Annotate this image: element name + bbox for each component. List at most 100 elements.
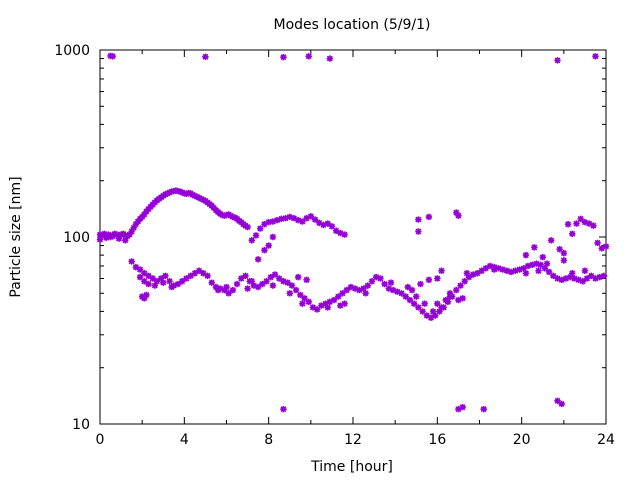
data-point xyxy=(381,280,388,288)
data-point xyxy=(265,218,272,226)
data-point xyxy=(356,286,363,294)
data-point xyxy=(442,296,449,304)
data-point xyxy=(214,286,222,294)
data-point xyxy=(109,53,116,60)
data-point xyxy=(337,302,344,309)
data-point xyxy=(406,296,414,304)
data-point xyxy=(326,298,334,306)
data-point xyxy=(529,261,536,269)
data-point xyxy=(280,54,287,61)
x-axis-ticks: 0 4 8 12 16 20 24 xyxy=(96,50,615,448)
data-point xyxy=(273,216,281,224)
data-point xyxy=(556,246,563,253)
data-point xyxy=(429,308,437,315)
data-point xyxy=(162,272,169,280)
data-point xyxy=(149,275,156,282)
data-point xyxy=(145,280,152,288)
data-point xyxy=(341,300,348,307)
data-point xyxy=(438,304,445,311)
data-point xyxy=(343,286,350,294)
data-point xyxy=(569,230,576,238)
data-point xyxy=(341,231,348,238)
data-point xyxy=(267,273,274,281)
data-point xyxy=(324,220,331,227)
data-point xyxy=(541,265,549,272)
data-point xyxy=(474,270,481,277)
data-point xyxy=(132,263,140,271)
data-point xyxy=(455,296,462,304)
data-point xyxy=(195,267,203,274)
data-point xyxy=(303,215,310,222)
y-axis-label: Particle size [nm] xyxy=(8,176,24,297)
data-point xyxy=(305,53,312,60)
plot-frame xyxy=(99,49,607,425)
data-point xyxy=(269,218,277,225)
data-point xyxy=(248,237,255,244)
data-point xyxy=(554,275,561,282)
data-point xyxy=(425,276,433,284)
data-point xyxy=(157,275,165,282)
data-point xyxy=(244,223,251,231)
data-point xyxy=(387,279,395,286)
data-point xyxy=(225,290,232,297)
data-point xyxy=(126,231,133,238)
data-point xyxy=(545,268,553,276)
data-point xyxy=(480,405,487,413)
data-point xyxy=(537,261,544,269)
y-tick-label: 100 xyxy=(63,230,90,246)
data-point xyxy=(179,278,186,285)
data-point xyxy=(160,279,167,286)
data-point xyxy=(280,405,287,413)
data-point xyxy=(337,229,344,237)
data-point xyxy=(339,290,346,297)
data-point xyxy=(486,262,494,270)
data-point xyxy=(600,272,608,280)
data-point xyxy=(200,270,207,277)
data-point xyxy=(547,237,555,244)
data-point xyxy=(410,300,418,307)
data-point xyxy=(364,282,371,289)
data-point xyxy=(588,272,595,280)
data-point xyxy=(592,53,599,60)
data-point xyxy=(141,211,148,218)
data-point xyxy=(292,286,300,294)
data-point xyxy=(122,237,129,244)
data-point xyxy=(377,275,384,282)
data-point xyxy=(254,256,262,263)
data-point xyxy=(457,282,464,289)
data-point xyxy=(558,400,565,408)
data-point xyxy=(103,234,110,242)
data-point xyxy=(297,291,304,299)
data-point xyxy=(301,295,308,302)
data-point xyxy=(425,213,433,221)
x-tick-label: 20 xyxy=(513,432,531,448)
data-point xyxy=(136,266,144,273)
data-point xyxy=(446,293,454,300)
data-point xyxy=(96,236,104,243)
data-point xyxy=(128,228,135,235)
data-point xyxy=(524,262,532,270)
data-point xyxy=(303,276,310,284)
data-point xyxy=(132,221,140,228)
data-point xyxy=(326,55,334,62)
data-point xyxy=(153,278,161,285)
data-point xyxy=(590,222,597,229)
data-point xyxy=(596,273,603,281)
data-point xyxy=(261,246,268,254)
data-point xyxy=(252,232,260,239)
data-point xyxy=(176,188,184,195)
data-point xyxy=(299,300,306,307)
data-point xyxy=(351,285,359,292)
data-point xyxy=(423,312,430,319)
data-point xyxy=(469,271,477,278)
data-point xyxy=(415,216,422,223)
data-point xyxy=(463,270,471,277)
data-point xyxy=(507,268,515,276)
x-tick-label: 16 xyxy=(428,432,446,448)
data-point xyxy=(248,278,255,285)
data-point xyxy=(554,57,561,64)
data-point xyxy=(128,258,135,265)
data-point xyxy=(461,278,468,285)
data-point xyxy=(320,221,327,229)
data-point xyxy=(254,283,262,291)
